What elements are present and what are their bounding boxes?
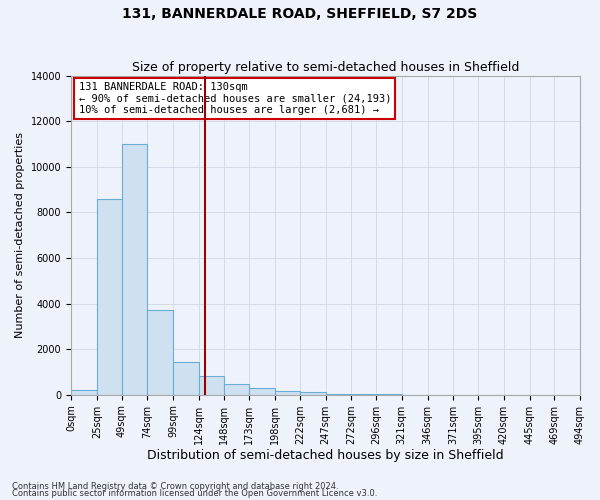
Y-axis label: Number of semi-detached properties: Number of semi-detached properties	[15, 132, 25, 338]
Bar	[275, 390, 300, 394]
Bar	[71, 390, 97, 394]
Text: 131 BANNERDALE ROAD: 130sqm
← 90% of semi-detached houses are smaller (24,193)
1: 131 BANNERDALE ROAD: 130sqm ← 90% of sem…	[79, 82, 391, 115]
Bar	[300, 392, 326, 394]
Title: Size of property relative to semi-detached houses in Sheffield: Size of property relative to semi-detach…	[132, 62, 519, 74]
Bar	[147, 310, 173, 394]
Bar	[97, 198, 122, 394]
Bar	[199, 376, 224, 394]
Bar	[173, 362, 199, 394]
Text: Contains HM Land Registry data © Crown copyright and database right 2024.: Contains HM Land Registry data © Crown c…	[12, 482, 338, 491]
Bar	[224, 384, 249, 394]
X-axis label: Distribution of semi-detached houses by size in Sheffield: Distribution of semi-detached houses by …	[147, 450, 504, 462]
Bar	[249, 388, 275, 394]
Text: Contains public sector information licensed under the Open Government Licence v3: Contains public sector information licen…	[12, 489, 377, 498]
Bar	[122, 144, 147, 395]
Text: 131, BANNERDALE ROAD, SHEFFIELD, S7 2DS: 131, BANNERDALE ROAD, SHEFFIELD, S7 2DS	[122, 8, 478, 22]
